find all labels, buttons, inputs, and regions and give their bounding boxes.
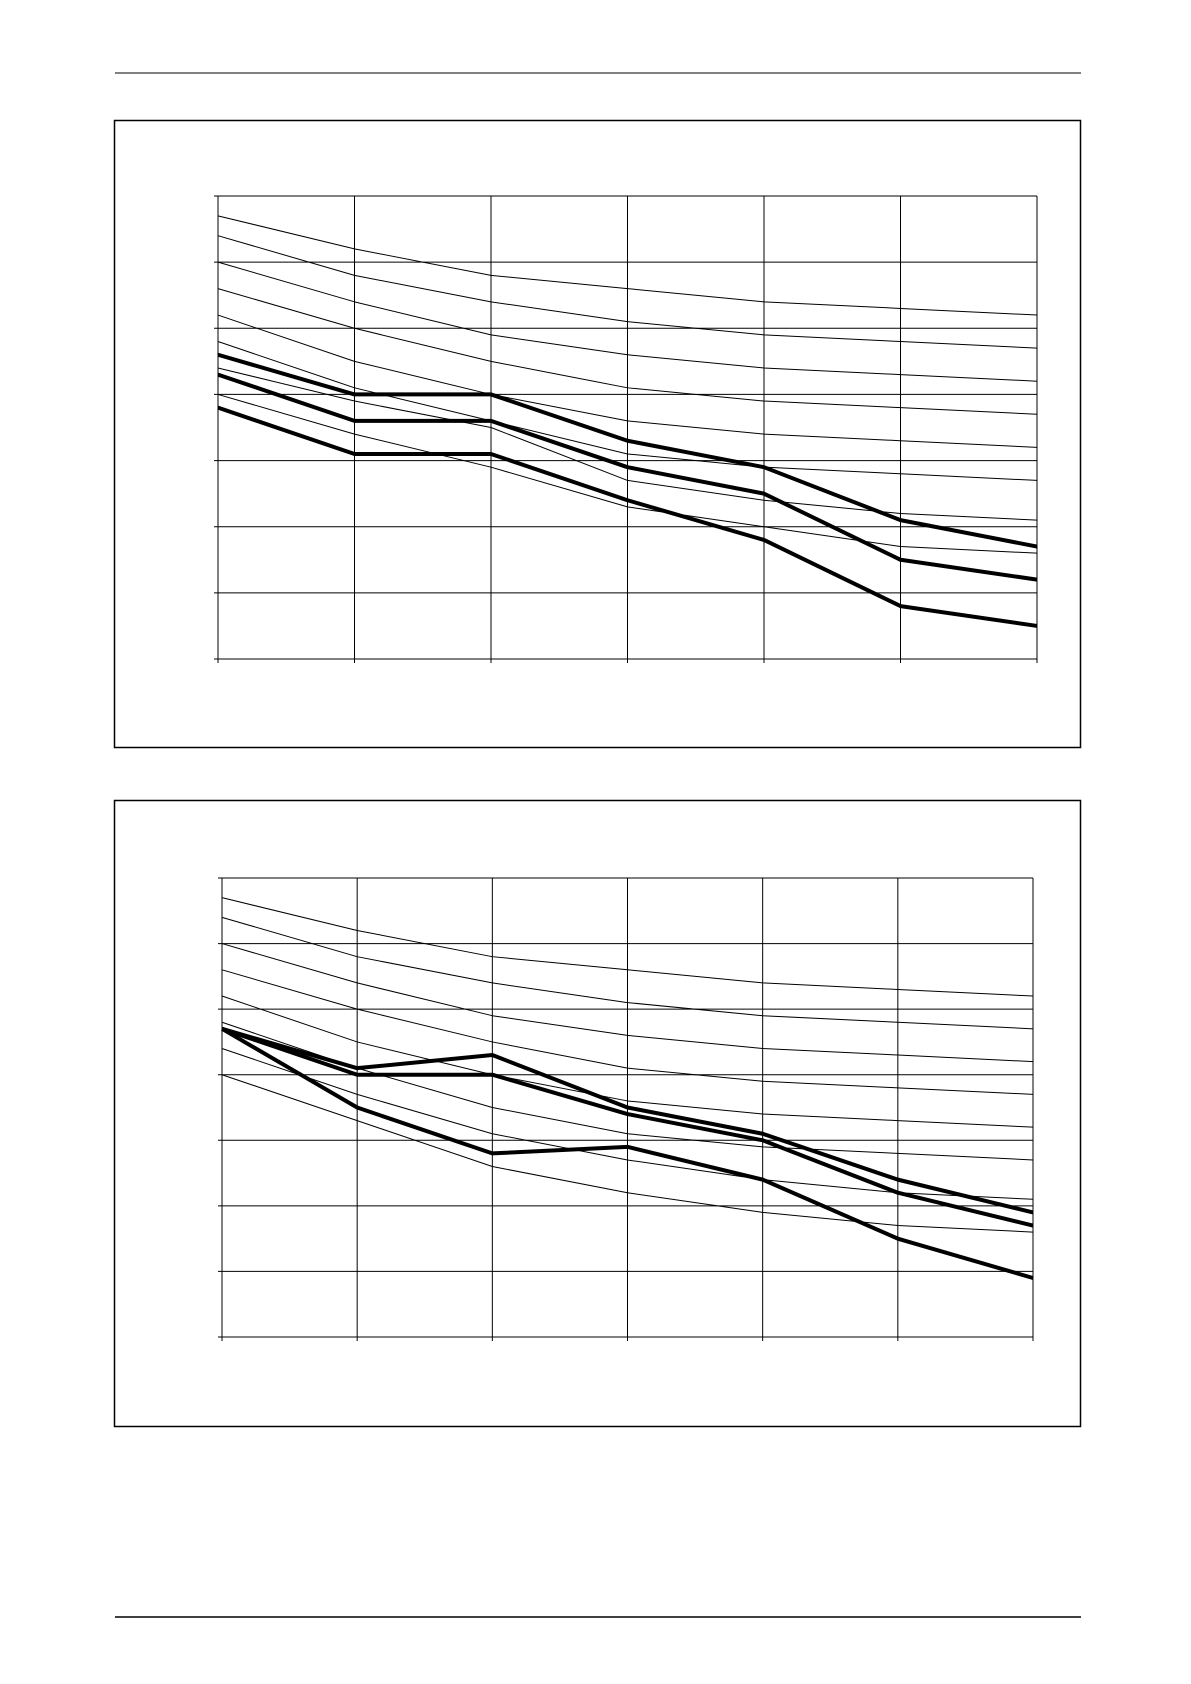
data-line	[217, 367, 1038, 521]
data-line	[221, 897, 1034, 997]
data-line	[221, 916, 1034, 1030]
data-line	[217, 288, 1038, 415]
data-line	[220, 1027, 1034, 1280]
data-line	[217, 215, 1038, 316]
data-line	[217, 261, 1038, 382]
data-line	[221, 995, 1034, 1128]
data-line	[217, 314, 1038, 448]
data-line	[221, 969, 1034, 1095]
chart-frame	[113, 119, 1082, 749]
data-line	[217, 352, 1038, 549]
data-line	[221, 1026, 1034, 1228]
data-line	[221, 1074, 1034, 1233]
data-line	[221, 1026, 1034, 1215]
data-line	[221, 943, 1034, 1063]
data-line	[217, 341, 1038, 481]
data-line	[217, 405, 1038, 628]
data-line	[217, 372, 1038, 582]
data-line	[217, 235, 1038, 349]
data-line	[217, 393, 1038, 554]
chart-frame	[113, 799, 1082, 1428]
